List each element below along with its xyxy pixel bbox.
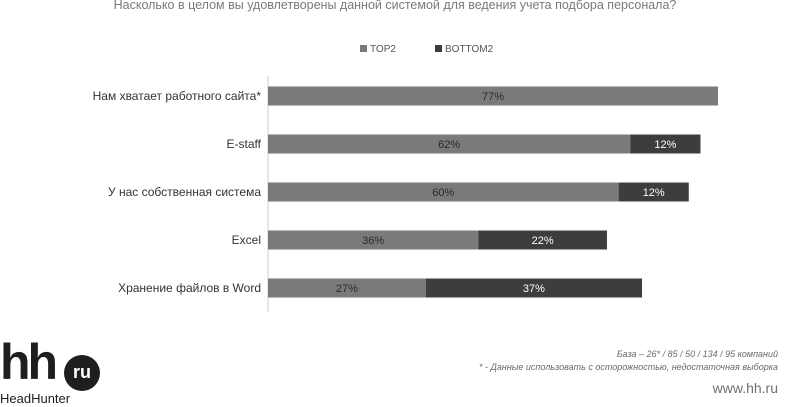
data-label-top2: 27%	[336, 283, 358, 295]
category-label: E-staff	[227, 137, 262, 151]
legend-item-top2: TOP2	[360, 44, 396, 55]
logo-ru-badge: ru	[64, 355, 100, 391]
legend-label-bottom2: BOTTOM2	[445, 44, 494, 55]
caution-note: * - Данные использовать с осторожностью,…	[479, 362, 778, 372]
bar-top2	[268, 134, 631, 154]
bar-bottom2	[478, 230, 607, 250]
legend-swatch-bottom2	[435, 45, 442, 52]
bar-bottom2	[425, 278, 643, 298]
category-label: Хранение файлов в Word	[118, 281, 261, 295]
data-label-top2: 62%	[438, 139, 460, 151]
bar-bottom2	[618, 182, 689, 202]
bar-top2	[268, 86, 718, 106]
bar-top2	[268, 278, 426, 298]
data-label-top2: 77%	[482, 91, 504, 103]
data-label-bottom2: 22%	[532, 235, 554, 247]
chart-title: Насколько в целом вы удовлетворены данно…	[113, 0, 677, 12]
data-label-top2: 36%	[362, 235, 384, 247]
data-label-bottom2: 12%	[654, 139, 676, 151]
legend-swatch-top2	[360, 45, 367, 52]
site-url: www.hh.ru	[712, 380, 778, 396]
category-label: Excel	[232, 233, 261, 247]
data-label-bottom2: 37%	[523, 283, 545, 295]
category-label: У нас собственная система	[108, 185, 261, 199]
bar-bottom2	[630, 134, 701, 154]
bar-chart: Нам хватает работного сайта* 77% E-staff 62…	[93, 76, 718, 312]
legend-item-bottom2: BOTTOM2	[435, 44, 493, 55]
headhunter-logo: hh ru HeadHunter	[0, 334, 110, 407]
legend-label-top2: TOP2	[370, 44, 396, 55]
data-label-top2: 60%	[432, 187, 454, 199]
data-label-bottom2: 12%	[643, 187, 665, 199]
bar-top2	[268, 230, 479, 250]
footnotes: База – 26* / 85 / 50 / 134 / 95 компаний…	[479, 348, 778, 374]
logo-brand-text: HeadHunter	[0, 391, 71, 406]
bar-top2	[268, 182, 619, 202]
logo-hh-text: hh	[0, 334, 58, 390]
category-label: Нам хватает работного сайта*	[93, 89, 262, 103]
base-note: База – 26* / 85 / 50 / 134 / 95 компаний	[616, 349, 778, 359]
